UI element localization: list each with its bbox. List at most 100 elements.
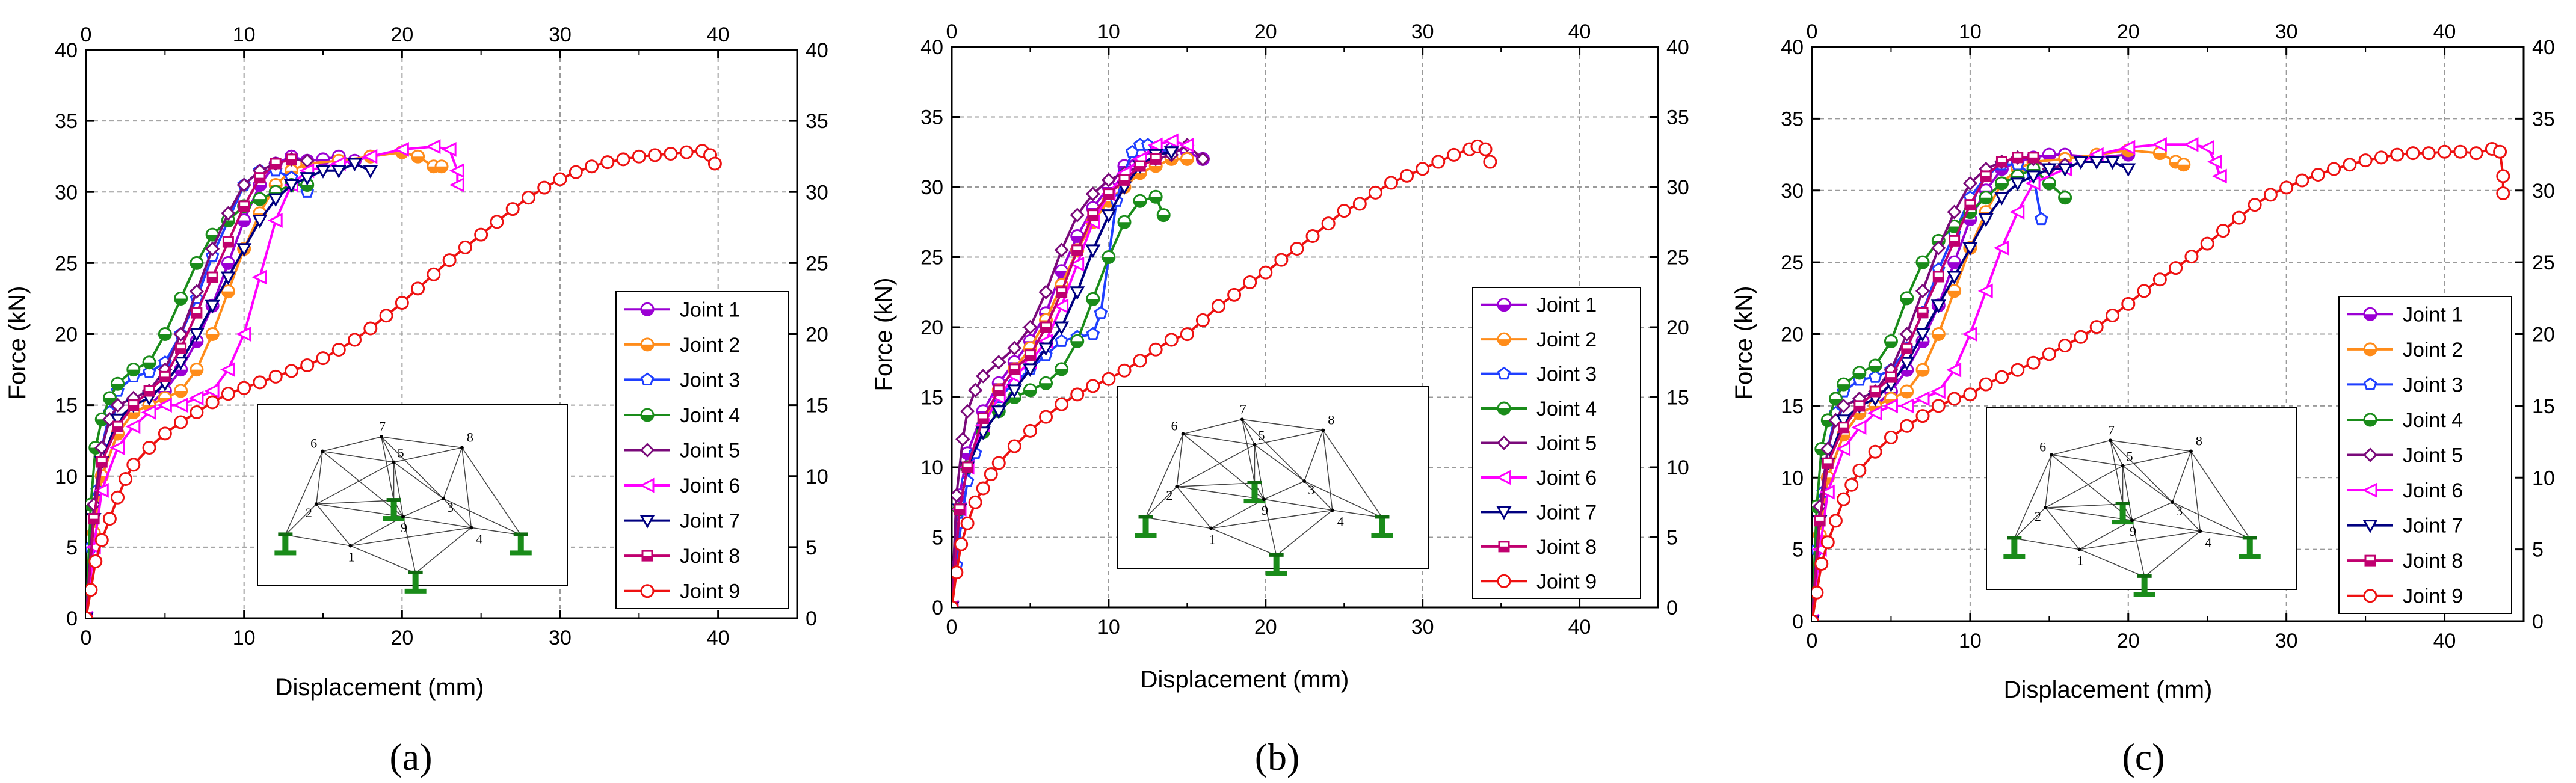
- truss-member: [1176, 434, 1184, 487]
- data-point: [2496, 186, 2510, 201]
- data-point-fill: [1853, 413, 1866, 419]
- truss-member: [402, 516, 472, 529]
- truss-member: [1322, 430, 1383, 518]
- data-point: [1022, 363, 1038, 377]
- data-point-fill: [1948, 290, 1961, 297]
- truss-member: [2110, 440, 2173, 503]
- truss-joint: [1330, 508, 1334, 512]
- data-point: [173, 357, 189, 370]
- data-point: [2073, 156, 2089, 170]
- y-tick-label-left: 35: [55, 110, 78, 133]
- data-point: [2121, 296, 2136, 311]
- truss-member: [2190, 451, 2201, 532]
- data-point: [1416, 162, 1430, 176]
- x-tick-label-bottom: 20: [2117, 630, 2140, 652]
- x-tick-label-top: 20: [1254, 20, 1277, 43]
- data-point: [1023, 423, 1037, 438]
- data-point-fill: [1135, 166, 1145, 171]
- truss-member: [2172, 502, 2251, 539]
- truss-member: [285, 503, 317, 535]
- y-tick-label-right: 15: [1666, 387, 1689, 410]
- data-point: [1070, 387, 1085, 402]
- truss-joint: [1262, 497, 1266, 502]
- data-point: [1086, 379, 1100, 393]
- series-line: [1812, 156, 2033, 621]
- data-point: [347, 158, 363, 172]
- truss-member: [1322, 430, 1333, 511]
- data-point: [268, 193, 283, 207]
- truss-member: [1263, 481, 1305, 500]
- data-point-fill: [1102, 257, 1115, 263]
- data-point: [2406, 146, 2420, 161]
- data-point: [94, 533, 109, 547]
- data-point: [1321, 216, 1336, 231]
- data-point-fill: [222, 291, 235, 298]
- data-point: [1962, 242, 1978, 256]
- truss-member: [1242, 419, 1256, 445]
- truss-member: [1145, 517, 1212, 529]
- truss-joint: [321, 449, 325, 453]
- data-point: [2374, 150, 2388, 165]
- data-point: [2493, 144, 2507, 159]
- data-point-fill: [1997, 162, 2007, 167]
- truss-member: [350, 516, 404, 547]
- legend-b: Joint 1 Joint 2 Joint 3 Joint 4 Joint 5 Joint…: [1472, 287, 1641, 599]
- data-point: [126, 458, 141, 472]
- data-point: [2248, 198, 2262, 212]
- joint-number-label: 9: [2130, 524, 2136, 539]
- data-point-fill: [174, 369, 187, 376]
- truss-joint: [392, 460, 396, 464]
- truss-member: [2045, 455, 2052, 508]
- truss-member: [2110, 440, 2124, 505]
- data-point: [190, 405, 204, 419]
- x-tick-label-top: 40: [1568, 20, 1591, 43]
- legend-marker-fill: [1499, 546, 1509, 551]
- data-point: [1133, 354, 1147, 368]
- data-point: [1101, 173, 1117, 188]
- data-point: [142, 441, 156, 455]
- data-point: [537, 180, 552, 195]
- data-point: [220, 362, 235, 377]
- data-point: [1812, 585, 1824, 600]
- y-tick-label-left: 25: [920, 247, 943, 269]
- truss-member: [322, 450, 394, 463]
- data-point: [2496, 169, 2510, 183]
- truss-member: [2051, 454, 2123, 467]
- x-tick-label-top: 0: [946, 20, 958, 43]
- data-point: [1868, 370, 1882, 383]
- truss-member: [443, 498, 472, 528]
- data-point: [1102, 372, 1116, 386]
- data-point: [952, 600, 959, 607]
- data-point-fill: [1072, 250, 1082, 255]
- data-point-fill: [1837, 384, 1850, 391]
- truss-joint: [1321, 428, 1325, 432]
- data-point-fill: [1886, 377, 1896, 382]
- legend-marker: [1497, 574, 1511, 588]
- data-point-fill: [1934, 277, 1944, 281]
- data-point: [2152, 272, 2167, 287]
- truss-member: [2045, 503, 2123, 508]
- y-tick-label-left: 25: [1781, 251, 1804, 274]
- data-point: [1868, 444, 1882, 459]
- data-point: [1195, 152, 1210, 167]
- truss-joint: [2109, 438, 2112, 443]
- truss-member: [322, 436, 382, 452]
- y-tick-label-right: 5: [1666, 527, 1678, 550]
- truss-member: [381, 437, 395, 462]
- truss-member: [2014, 507, 2046, 539]
- data-point-fill: [2154, 153, 2166, 159]
- legend-label: Joint 2: [1536, 328, 1597, 351]
- y-tick-label-right: 5: [2532, 539, 2544, 562]
- truss-member: [2122, 450, 2192, 467]
- truss-member: [285, 534, 351, 547]
- data-point: [449, 163, 464, 179]
- data-point: [1305, 229, 1320, 244]
- joint-number-label: 6: [1171, 419, 1178, 434]
- data-point-fill: [253, 199, 266, 206]
- data-point: [142, 365, 156, 378]
- legend-a: Joint 1 Joint 2 Joint 3 Joint 4 Joint 5 Joint…: [615, 291, 789, 609]
- data-point-fill: [286, 159, 297, 164]
- data-point-fill: [2012, 157, 2023, 162]
- truss-joint: [1175, 485, 1179, 489]
- data-point: [2343, 158, 2357, 172]
